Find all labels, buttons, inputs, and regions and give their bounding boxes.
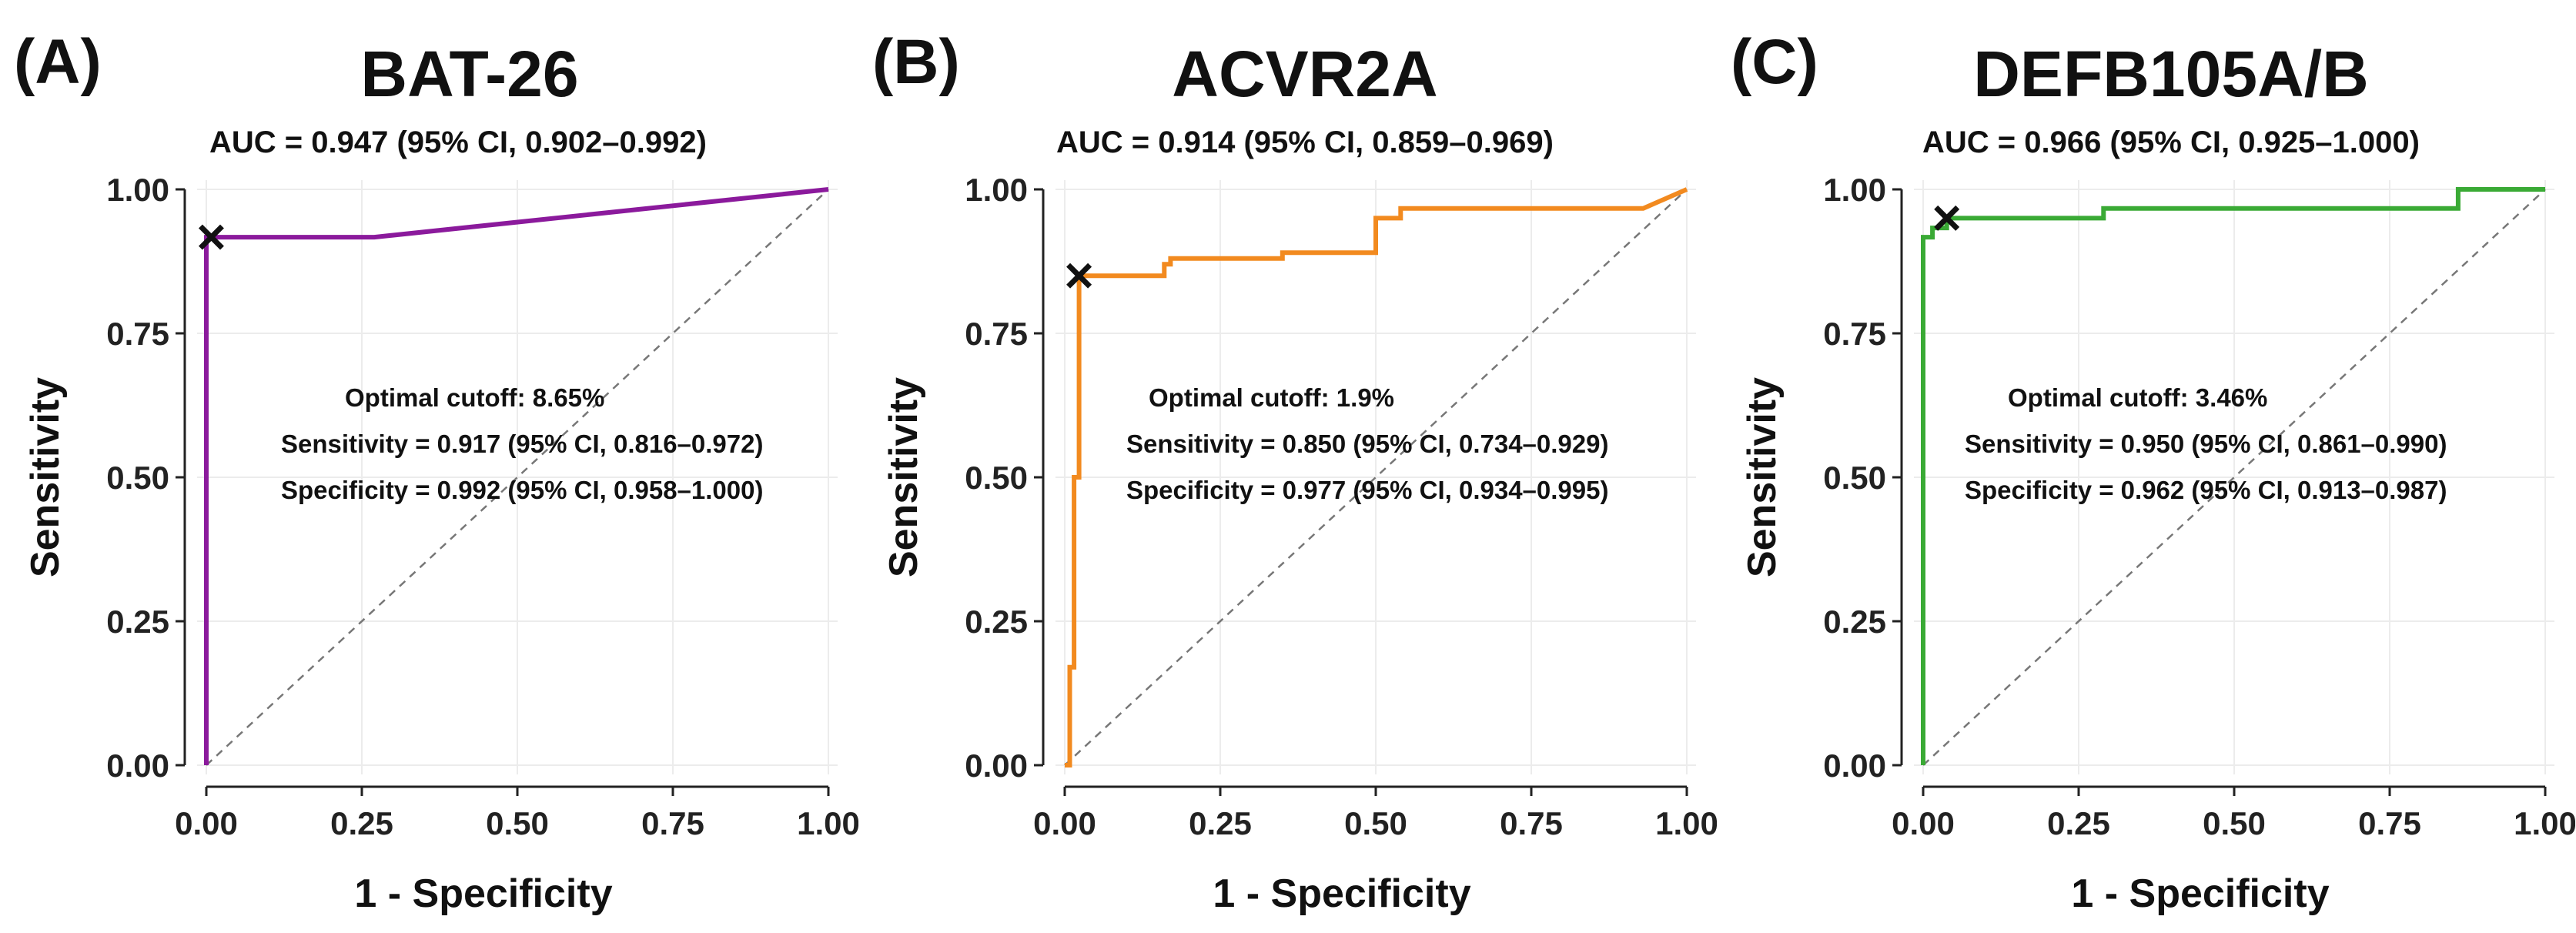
annotation-sensitivity: Sensitivity = 0.850 (95% CI, 0.734–0.929… — [1126, 430, 1608, 458]
y-axis-label: Sensitivity — [882, 377, 926, 577]
x-tick-label: 0.25 — [1189, 805, 1252, 841]
y-tick-label: 1.00 — [965, 172, 1028, 208]
chart-title: BAT-26 — [360, 38, 578, 110]
y-tick-label: 0.25 — [965, 604, 1028, 640]
panel-label: (A) — [14, 27, 102, 97]
y-tick-label: 0.50 — [1823, 460, 1886, 496]
optimal-cutoff-marker — [1934, 205, 1960, 231]
y-tick-label: 0.50 — [965, 460, 1028, 496]
x-tick-label: 0.75 — [641, 805, 704, 841]
optimal-cutoff-marker — [198, 224, 224, 250]
annotation-cutoff: Optimal cutoff: 8.65% — [345, 383, 604, 412]
annotation-sensitivity: Sensitivity = 0.950 (95% CI, 0.861–0.990… — [1965, 430, 2447, 458]
roc-panel-c: (C) DEFB105A/B AUC = 0.966 (95% CI, 0.92… — [1717, 0, 2575, 933]
annotation-specificity: Specificity = 0.992 (95% CI, 0.958–1.000… — [281, 476, 763, 504]
reference-diagonal — [206, 189, 829, 766]
y-axis-label: Sensitivity — [23, 377, 68, 577]
roc-panel-a: (A) BAT-26 AUC = 0.947 (95% CI, 0.902–0.… — [0, 0, 858, 933]
roc-panel-b: (B) ACVR2A AUC = 0.914 (95% CI, 0.859–0.… — [858, 0, 1717, 933]
reference-diagonal — [1922, 189, 2546, 766]
plot-area: 0.00 0.25 0.50 0.75 1.00 0.00 0.25 0.50 0.75 1.00 — [965, 172, 1717, 841]
chart-title: DEFB105A/B — [1973, 38, 2368, 110]
annotation-cutoff: Optimal cutoff: 3.46% — [2008, 383, 2267, 412]
roc-curve — [1065, 187, 1688, 767]
y-axis-label: Sensitivity — [1740, 377, 1785, 577]
y-tick-label: 0.75 — [106, 316, 169, 352]
auc-subtitle: AUC = 0.947 (95% CI, 0.902–0.992) — [209, 125, 707, 159]
y-tick-label: 1.00 — [106, 172, 169, 208]
plot-area: 0.00 0.25 0.50 0.75 1.00 0.00 0.25 0.50 0.75 1.00 — [1823, 172, 2575, 841]
x-tick-label: 0.50 — [1344, 805, 1407, 841]
y-tick-label: 0.75 — [1823, 316, 1886, 352]
x-tick-label: 0.00 — [1033, 805, 1096, 841]
annotation-specificity: Specificity = 0.977 (95% CI, 0.934–0.995… — [1126, 476, 1608, 504]
y-tick-label: 0.25 — [1823, 604, 1886, 640]
annotation-specificity: Specificity = 0.962 (95% CI, 0.913–0.987… — [1965, 476, 2447, 504]
x-tick-label: 0.25 — [2047, 805, 2110, 841]
x-tick-label: 0.25 — [330, 805, 393, 841]
y-tick-label: 0.00 — [1823, 747, 1886, 784]
x-tick-label: 1.00 — [2514, 805, 2575, 841]
y-tick-label: 0.25 — [106, 604, 169, 640]
x-axis-label: 1 - Specificity — [2071, 871, 2329, 916]
roc-chart-a: (A) BAT-26 AUC = 0.947 (95% CI, 0.902–0.… — [14, 27, 858, 916]
marker-stroke — [198, 224, 224, 250]
marker-stroke — [1934, 205, 1960, 231]
y-tick-label: 0.00 — [965, 747, 1028, 784]
x-axis-label: 1 - Specificity — [1213, 871, 1470, 916]
auc-subtitle: AUC = 0.914 (95% CI, 0.859–0.969) — [1056, 125, 1554, 159]
x-tick-label: 1.00 — [797, 805, 858, 841]
x-tick-label: 0.00 — [1892, 805, 1955, 841]
x-tick-label: 0.75 — [2358, 805, 2421, 841]
panel-label: (C) — [1731, 27, 1818, 97]
plot-area: 0.00 0.25 0.50 0.75 1.00 0.00 0.25 0.50 0.75 1.00 — [106, 172, 858, 841]
y-tick-label: 1.00 — [1823, 172, 1886, 208]
y-tick-label: 0.50 — [106, 460, 169, 496]
x-axis-label: 1 - Specificity — [354, 871, 612, 916]
marker-stroke — [1066, 263, 1092, 289]
x-tick-label: 0.50 — [2203, 805, 2266, 841]
y-tick-label: 0.00 — [106, 747, 169, 784]
roc-chart-c: (C) DEFB105A/B AUC = 0.966 (95% CI, 0.92… — [1731, 27, 2575, 916]
x-tick-label: 0.50 — [486, 805, 549, 841]
roc-chart-b: (B) ACVR2A AUC = 0.914 (95% CI, 0.859–0.… — [872, 27, 1717, 916]
x-tick-label: 1.00 — [1655, 805, 1717, 841]
chart-title: ACVR2A — [1172, 38, 1437, 110]
y-tick-label: 0.75 — [965, 316, 1028, 352]
panel-label: (B) — [872, 27, 960, 97]
reference-diagonal — [1064, 189, 1688, 766]
auc-subtitle: AUC = 0.966 (95% CI, 0.925–1.000) — [1922, 125, 2420, 159]
annotation-cutoff: Optimal cutoff: 1.9% — [1149, 383, 1394, 412]
optimal-cutoff-marker — [1066, 263, 1092, 289]
x-tick-label: 0.00 — [175, 805, 238, 841]
annotation-sensitivity: Sensitivity = 0.917 (95% CI, 0.816–0.972… — [281, 430, 763, 458]
x-tick-label: 0.75 — [1500, 805, 1563, 841]
